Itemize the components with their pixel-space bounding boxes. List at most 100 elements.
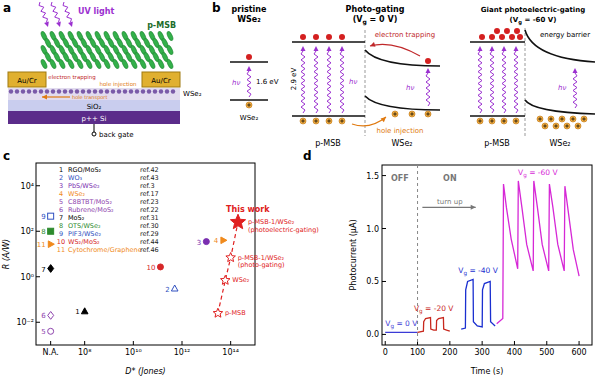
arrow-head [314, 46, 319, 51]
arrow [352, 117, 386, 126]
text-span: (photoelectric-gating) [248, 226, 319, 234]
text-span: This work [226, 205, 270, 214]
hole [409, 111, 415, 117]
marker [230, 214, 245, 229]
hole [392, 111, 398, 117]
text-span: 1.0 [366, 225, 379, 234]
text-span: WSe₂ [391, 139, 412, 148]
electron [504, 28, 510, 34]
text-span: 10¹² [174, 348, 191, 357]
text-span: N.A. [42, 348, 58, 357]
legend-name: WO₃ [68, 174, 83, 182]
label: back gate [99, 131, 134, 139]
x-tick-label: 400 [507, 348, 522, 357]
label: Giant photoelectric-gating [481, 6, 585, 14]
plot-frame [36, 163, 255, 345]
hole [559, 116, 565, 122]
text-span: 300 [475, 348, 490, 357]
y-axis-label: Photocurrent (μA) [349, 219, 358, 290]
label: SiO₂ [87, 103, 102, 111]
x-tick [230, 341, 231, 345]
text-span: p++ Si [82, 115, 107, 123]
text-span: hν [349, 78, 357, 86]
x-tick-label: 200 [442, 348, 457, 357]
label: WSe₂ [391, 139, 412, 148]
atom [153, 89, 157, 93]
legend-number: 5 [59, 198, 63, 206]
molecule [67, 59, 75, 70]
photon-arrow [247, 71, 251, 97]
series-label: Vg = -20 V [414, 304, 454, 315]
point-label: 3 [197, 239, 201, 247]
y-tick-label: 1.0 [366, 225, 379, 234]
text-span: 1.5 [366, 172, 379, 181]
text-span: D* (Jones) [125, 367, 165, 376]
legend-number: 2 [59, 174, 63, 182]
hole-sign [554, 124, 558, 128]
text-span: 10 [57, 238, 65, 246]
text-span: R (A/W) [2, 239, 11, 269]
photon-arrow [301, 51, 305, 113]
text-span: 8 [59, 222, 63, 230]
label: hν [232, 79, 240, 87]
label: hν [406, 84, 414, 92]
photon-arrow [514, 51, 518, 113]
hole-sign [393, 112, 397, 116]
legend-name: WSe₂ [68, 190, 86, 198]
atom [141, 89, 145, 93]
atom [21, 89, 25, 93]
text-span: ref.17 [140, 190, 159, 198]
text-span: = -40 V [467, 266, 499, 275]
electron [517, 34, 523, 40]
text-span: electron trapping [375, 31, 435, 39]
text-span: 5 [41, 328, 45, 336]
atom [9, 89, 13, 93]
hole-sign [582, 117, 586, 121]
label: energy barrier [540, 31, 590, 39]
molecule [112, 59, 120, 70]
atom [165, 89, 169, 93]
x-tick-label: 10¹⁰ [125, 348, 142, 357]
molecule [94, 59, 102, 70]
marker [48, 213, 54, 219]
electron [326, 34, 332, 40]
series-label: Vg = 0 V [385, 319, 418, 330]
atom [45, 89, 49, 93]
label: hν [558, 84, 566, 92]
hole-sign [426, 112, 430, 116]
hole [313, 118, 319, 124]
text-span: 9 [41, 213, 45, 221]
x-tick-label: 300 [475, 348, 490, 357]
text-span: PIF3/WSe₂ [68, 230, 101, 238]
marker [221, 237, 227, 244]
electrode [142, 72, 180, 87]
legend-number: 3 [59, 182, 63, 190]
point-label: WSe₂ [232, 276, 250, 284]
text-span: hν [406, 84, 414, 92]
arrow-head [490, 46, 495, 51]
electron [425, 58, 431, 64]
x-tick [546, 341, 547, 345]
legend-number: 1 [59, 166, 63, 174]
molecule [166, 59, 174, 70]
hole-sign [490, 119, 494, 123]
y-tick-label: 0.5 [366, 277, 379, 286]
point-label: 5 [41, 328, 45, 336]
trend-line [218, 222, 238, 313]
hole [570, 116, 576, 122]
photon-arrow [490, 51, 494, 113]
x-tick-label: 0 [383, 348, 388, 357]
x-tick-label: 10¹⁴ [222, 348, 239, 357]
point-label: 10 [147, 264, 156, 272]
marker [81, 308, 88, 314]
text-span: WS₂/MoS₂ [68, 238, 100, 246]
y-tick-label: 10⁻² [16, 318, 34, 327]
band [365, 50, 440, 66]
label: Au/Cr [151, 77, 170, 85]
label: WSe₂ [240, 114, 259, 122]
atom [171, 89, 175, 93]
panel-label: b [212, 1, 221, 15]
x-tick [133, 341, 134, 345]
text-span: energy barrier [540, 31, 590, 39]
text-span: C8BTBT/MoS₂ [68, 198, 112, 206]
